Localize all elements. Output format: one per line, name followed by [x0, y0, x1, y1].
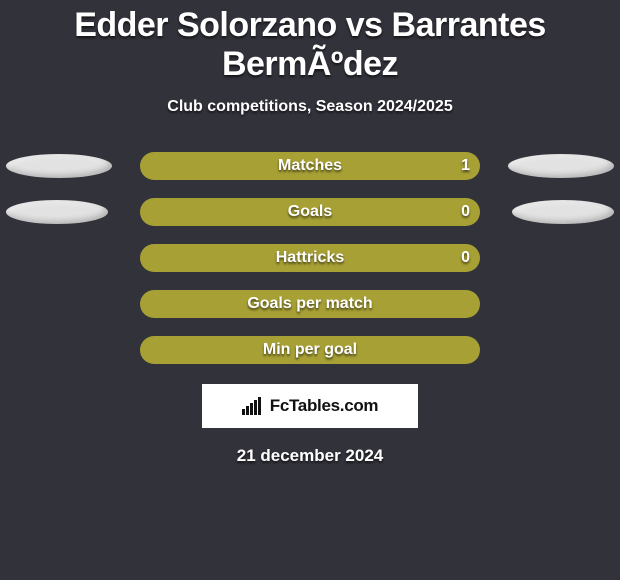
- left-ellipse: [6, 200, 108, 224]
- stat-rows: Matches 1 Goals 0 Hattricks 0 Goals per match M…: [0, 152, 620, 364]
- stat-bar: Goals 0: [140, 198, 480, 226]
- stat-label: Goals: [288, 203, 332, 221]
- right-ellipse: [512, 200, 614, 224]
- page-title: Edder Solorzano vs Barrantes BermÃºdez: [0, 0, 620, 84]
- stat-bar: Matches 1: [140, 152, 480, 180]
- stat-row: Matches 1: [0, 152, 620, 180]
- stat-value: 0: [461, 203, 470, 221]
- chart-bars-icon: [242, 397, 264, 415]
- stat-bar: Hattricks 0: [140, 244, 480, 272]
- snapshot-date: 21 december 2024: [0, 446, 620, 466]
- stat-label: Hattricks: [276, 249, 344, 267]
- comparison-infographic: Edder Solorzano vs Barrantes BermÃºdez C…: [0, 0, 620, 580]
- stat-value: 1: [461, 157, 470, 175]
- source-badge: FcTables.com: [202, 384, 418, 428]
- stat-label: Matches: [278, 157, 342, 175]
- stat-bar: Min per goal: [140, 336, 480, 364]
- stat-row: Min per goal: [0, 336, 620, 364]
- stat-value: 0: [461, 249, 470, 267]
- right-ellipse: [508, 154, 614, 178]
- stat-row: Goals per match: [0, 290, 620, 318]
- stat-label: Min per goal: [263, 341, 357, 359]
- stat-row: Goals 0: [0, 198, 620, 226]
- stat-bar: Goals per match: [140, 290, 480, 318]
- stat-label: Goals per match: [247, 295, 372, 313]
- page-subtitle: Club competitions, Season 2024/2025: [0, 98, 620, 116]
- source-badge-text: FcTables.com: [270, 396, 379, 416]
- left-ellipse: [6, 154, 112, 178]
- stat-row: Hattricks 0: [0, 244, 620, 272]
